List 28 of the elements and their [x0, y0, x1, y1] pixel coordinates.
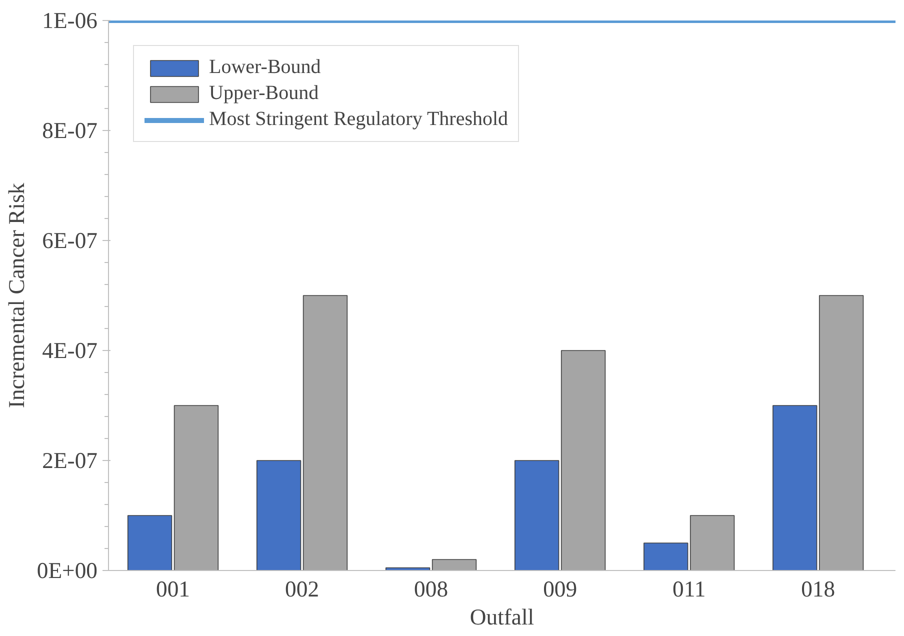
x-tick-label: 009 [543, 576, 578, 602]
y-tick-label: 0E+00 [36, 558, 98, 583]
bar [644, 542, 688, 570]
x-tick-label: 002 [285, 576, 320, 602]
y-tick-label: 4E-07 [42, 338, 98, 363]
bar [690, 515, 735, 570]
x-tick-label: 018 [801, 576, 836, 602]
x-tick-label: 001 [156, 576, 190, 602]
legend-label: Most Stringent Regulatory Threshold [209, 108, 508, 131]
bar [818, 295, 864, 570]
x-axis-title: Outfall [470, 604, 534, 630]
legend-label: Lower-Bound [209, 56, 321, 79]
y-axis-title: Incremental Cancer Risk [4, 182, 29, 408]
y-tick-label: 8E-07 [42, 118, 98, 143]
bar [302, 295, 348, 570]
x-tick-label: 008 [414, 576, 448, 602]
y-tick-label: 6E-07 [42, 228, 98, 253]
bar [514, 460, 560, 570]
legend-label: Upper-Bound [209, 82, 319, 105]
bar [772, 405, 818, 570]
bar [256, 460, 302, 570]
bar [432, 559, 477, 570]
bar [174, 405, 219, 570]
bar [127, 515, 172, 570]
bar [560, 350, 606, 570]
x-tick-label: 011 [672, 576, 706, 602]
y-tick-label: 2E-07 [42, 448, 98, 473]
y-tick-label: 1E-06 [42, 8, 98, 33]
